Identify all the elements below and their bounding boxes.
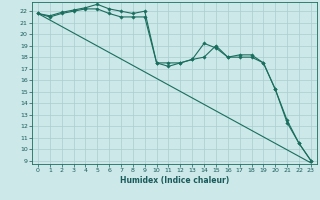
X-axis label: Humidex (Indice chaleur): Humidex (Indice chaleur) xyxy=(120,176,229,185)
